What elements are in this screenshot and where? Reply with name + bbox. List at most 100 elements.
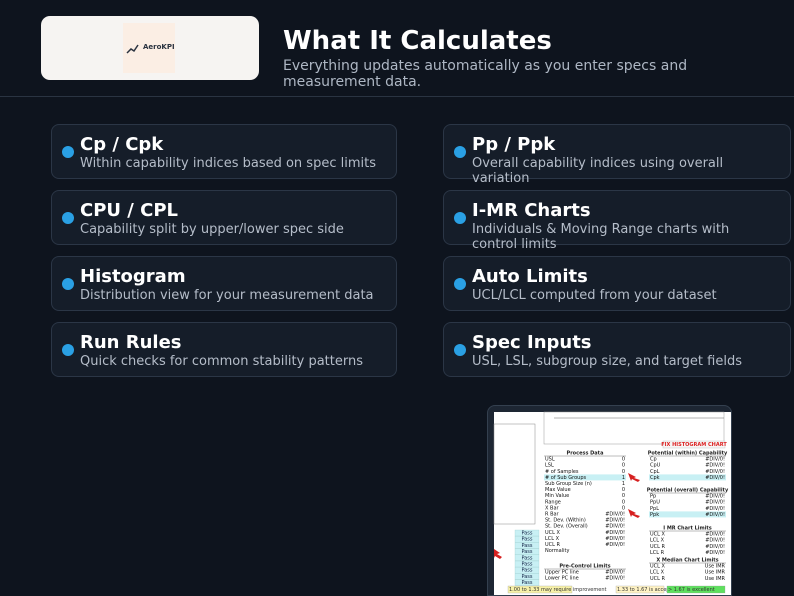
sheet-heading: I MR Chart Limits <box>663 526 712 532</box>
feature-title: Spec Inputs <box>472 332 592 353</box>
feature-card: Cp / Cpk Within capability indices based … <box>51 124 397 179</box>
pass-label: Pass <box>521 574 532 580</box>
legend-label: 1.00 to 1.33 may require improvement <box>509 587 606 593</box>
feature-description: Individuals & Moving Range charts with c… <box>472 222 730 252</box>
sheet-label: Max Value <box>545 487 571 493</box>
logo-icon <box>126 44 139 54</box>
pass-cell <box>514 560 540 568</box>
sheet-label: Upper PC line <box>545 570 579 576</box>
sheet-heading: Process Data <box>567 451 604 457</box>
logo-mark: AeroKPI <box>123 23 175 73</box>
feature-title: CPU / CPL <box>80 200 178 221</box>
sheet-value: #DIV/0! <box>605 542 625 548</box>
sheet-value: #DIV/0! <box>605 524 625 530</box>
legend-label: > 1.67 is excellent <box>668 587 715 593</box>
sheet-label: St. Dev. (Overall) <box>545 524 588 530</box>
feature-card: Pp / Ppk Overall capability indices using… <box>443 124 791 186</box>
feature-description: Distribution view for your measurement d… <box>80 288 374 303</box>
feature-description: Capability split by upper/lower spec sid… <box>80 222 344 237</box>
pass-label: Pass <box>521 543 532 549</box>
bullet-dot <box>62 212 74 224</box>
pass-label: Pass <box>521 549 532 555</box>
sheet-label: UCL R <box>650 544 666 550</box>
pass-cell <box>514 542 540 549</box>
feature-title: Run Rules <box>80 332 182 353</box>
bullet-dot <box>62 278 74 290</box>
sheet-label: Cpk <box>650 475 660 481</box>
sheet-value: #DIV/0! <box>605 576 625 582</box>
sheet-value: 1 <box>622 481 625 487</box>
pass-label: Pass <box>521 568 532 574</box>
logo-text: AeroKPI <box>143 43 175 51</box>
feature-card: I-MR Charts Individuals & Moving Range ch… <box>443 190 791 252</box>
bullet-dot <box>62 146 74 158</box>
sheet-label: LCL X <box>650 570 665 576</box>
sheet-value: #DIV/0! <box>705 463 725 469</box>
red-arrow <box>494 549 502 559</box>
section-subtitle: Everything updates automatically as you … <box>283 58 688 90</box>
pass-cell <box>514 548 540 555</box>
sheet-value: 0 <box>622 469 625 475</box>
chart-button <box>662 440 726 449</box>
sheet-label: Normality <box>545 548 569 554</box>
pass-cell <box>514 573 540 580</box>
sheet-label: LCL X <box>650 538 665 544</box>
sheet-value: #DIV/0! <box>605 536 625 542</box>
sheet-value: 0 <box>622 505 625 511</box>
logo-card: AeroKPI <box>41 16 259 80</box>
section-title: What It Calculates <box>283 26 552 56</box>
sheet-heading: X Median Chart Limits <box>656 558 718 564</box>
sheet-value: #DIV/0! <box>705 506 725 512</box>
sheet-value: #DIV/0! <box>605 530 625 536</box>
legend-cell <box>666 585 726 594</box>
sheet-value: #DIV/0! <box>705 457 725 463</box>
chart-button-label: FIX HISTOGRAM CHART <box>661 442 727 448</box>
sheet-label: CpL <box>650 469 660 475</box>
pass-label: Pass <box>521 562 532 568</box>
feature-title: Cp / Cpk <box>80 134 164 155</box>
feature-title: Pp / Ppk <box>472 134 556 155</box>
bullet-dot <box>62 344 74 356</box>
sheet-label: St. Dev. (Within) <box>545 518 586 524</box>
bullet-dot <box>454 344 466 356</box>
divider <box>0 96 794 97</box>
feature-description: USL, LSL, subgroup size, and target fiel… <box>472 354 742 369</box>
sheet-label: Min Value <box>545 493 569 499</box>
sheet-value: 1 <box>622 475 625 481</box>
sheet-heading: Pre-Control Limits <box>559 564 610 570</box>
sheet-label: # of Samples <box>545 469 579 475</box>
sheet-value: Use IMR <box>705 576 726 582</box>
sheet-label: LCL R <box>650 550 665 556</box>
sheet-label: Pp <box>650 494 656 500</box>
sheet-label: PpL <box>650 506 659 512</box>
legend-cell <box>615 585 665 594</box>
feature-card: Run Rules Quick checks for common stabili… <box>51 322 397 377</box>
sheet-value: #DIV/0! <box>705 494 725 500</box>
sheet-label: PpU <box>650 500 660 506</box>
sheet-value: Use IMR <box>705 564 726 570</box>
feature-description: UCL/LCL computed from your dataset <box>472 288 717 303</box>
sheet-value: #DIV/0! <box>705 538 725 544</box>
pass-cell <box>514 536 540 543</box>
bullet-dot <box>454 146 466 158</box>
red-arrow <box>628 473 640 482</box>
sheet-value: #DIV/0! <box>705 532 725 538</box>
pass-label: Pass <box>521 537 532 543</box>
pass-label: Pass <box>521 555 532 561</box>
bullet-dot <box>454 212 466 224</box>
highlight-cell <box>544 474 626 481</box>
sheet-value: #DIV/0! <box>605 518 625 524</box>
pass-cell <box>514 579 540 586</box>
sheet-label: UCL X <box>545 530 561 536</box>
feature-card: Histogram Distribution view for your meas… <box>51 256 397 311</box>
feature-title: Auto Limits <box>472 266 588 287</box>
sheet-value: #DIV/0! <box>705 500 725 506</box>
sheet-value: 0 <box>622 457 625 463</box>
sheet-value: #DIV/0! <box>705 475 725 481</box>
sheet-value: #DIV/0! <box>705 512 725 518</box>
pass-label: Pass <box>521 580 532 586</box>
sheet-label: Range <box>545 499 561 505</box>
sheet-label: Ppk <box>650 512 659 518</box>
